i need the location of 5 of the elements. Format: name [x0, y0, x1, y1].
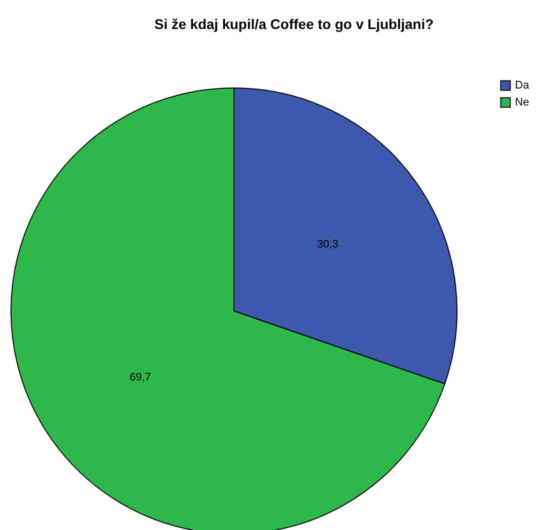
data-label: 69,7: [130, 372, 152, 384]
chart-title: Si že kdaj kupil/a Coffee to go v Ljubljani?: [154, 16, 434, 32]
legend-label: Ne: [515, 96, 530, 108]
data-label: 30,3: [316, 238, 338, 250]
legend-label: Da: [515, 80, 530, 92]
